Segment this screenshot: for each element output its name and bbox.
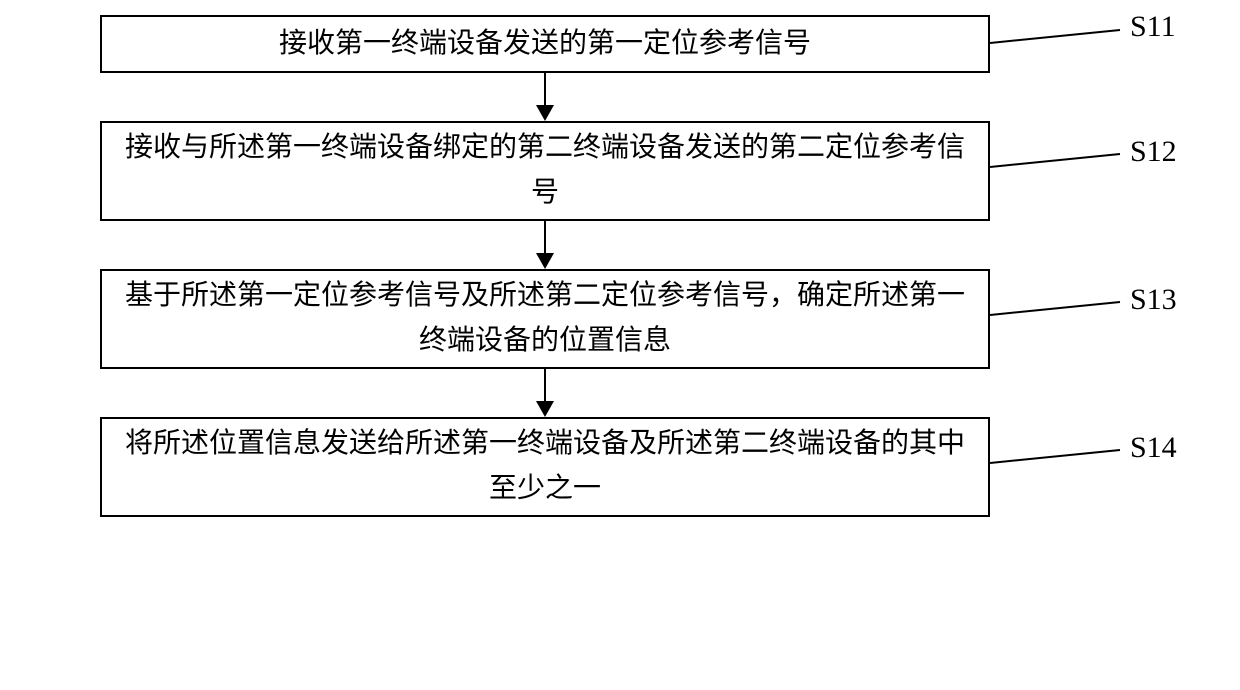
arrow-3 (100, 369, 990, 417)
connector-s14 (990, 448, 1140, 478)
flowchart-container: 接收第一终端设备发送的第一定位参考信号 接收与所述第一终端设备绑定的第二终端设备… (100, 15, 1100, 517)
label-s12: S12 (1130, 135, 1177, 169)
connector-s13 (990, 300, 1140, 330)
label-s13: S13 (1130, 283, 1177, 317)
label-s11: S11 (1130, 10, 1176, 44)
label-s14: S14 (1130, 431, 1177, 465)
step-box-s11: 接收第一终端设备发送的第一定位参考信号 (100, 15, 990, 73)
step-box-s12: 接收与所述第一终端设备绑定的第二终端设备发送的第二定位参考信号 (100, 121, 990, 221)
step-box-s13: 基于所述第一定位参考信号及所述第二定位参考信号，确定所述第一终端设备的位置信息 (100, 269, 990, 369)
connector-s11 (990, 28, 1140, 58)
step-text: 接收第一终端设备发送的第一定位参考信号 (279, 22, 811, 67)
arrow-2 (100, 221, 990, 269)
step-text: 接收与所述第一终端设备绑定的第二终端设备发送的第二定位参考信号 (122, 126, 968, 216)
step-text: 基于所述第一定位参考信号及所述第二定位参考信号，确定所述第一终端设备的位置信息 (122, 274, 968, 364)
connector-s12 (990, 152, 1140, 182)
arrow-1 (100, 73, 990, 121)
step-box-s14: 将所述位置信息发送给所述第一终端设备及所述第二终端设备的其中至少之一 (100, 417, 990, 517)
step-text: 将所述位置信息发送给所述第一终端设备及所述第二终端设备的其中至少之一 (122, 422, 968, 512)
